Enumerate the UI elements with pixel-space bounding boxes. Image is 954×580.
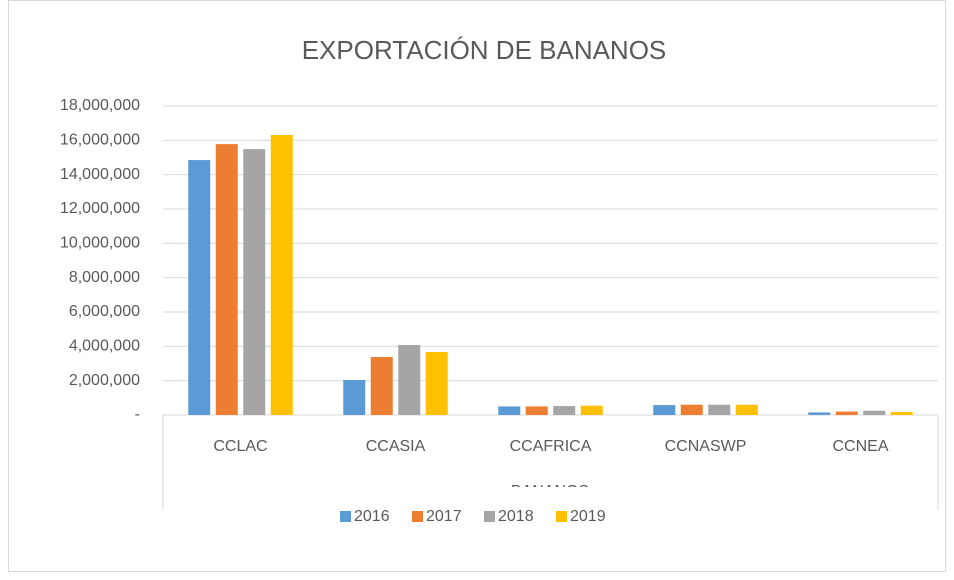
legend-label: 2019: [570, 508, 606, 525]
y-tick-label: 6,000,000: [69, 303, 140, 320]
bar: [708, 404, 731, 415]
legend-label: 2016: [354, 508, 390, 525]
y-tick-label: 8,000,000: [69, 269, 140, 286]
y-tick-label: 16,000,000: [60, 132, 140, 149]
y-tick-label: 10,000,000: [60, 235, 140, 252]
y-tick-label: 18,000,000: [60, 97, 140, 114]
bar: [498, 406, 521, 415]
bar: [525, 406, 548, 415]
legend-swatch: [340, 511, 351, 522]
bar: [215, 144, 238, 416]
x-tick-label: CCNEA: [832, 438, 888, 455]
bar: [653, 405, 676, 415]
x-tick-label: CCLAC: [213, 438, 267, 455]
bar: [270, 135, 293, 416]
y-tick-label: 4,000,000: [69, 338, 140, 355]
y-tick-label: 12,000,000: [60, 200, 140, 217]
bar: [343, 379, 366, 415]
bar: [580, 405, 603, 415]
chart-title: EXPORTACIÓN DE BANANOS: [302, 35, 667, 65]
bar: [370, 356, 393, 415]
bar: [243, 149, 266, 416]
bar: [398, 344, 421, 415]
bar: [188, 160, 211, 415]
legend-label: 2017: [426, 508, 462, 525]
legend-swatch: [412, 511, 423, 522]
bar: [890, 412, 913, 415]
bar: [680, 404, 703, 415]
legend-swatch: [484, 511, 495, 522]
legend-label: 2018: [498, 508, 534, 525]
y-tick-label: -: [135, 406, 140, 423]
chart-border: [8, 0, 946, 572]
x-axis-label: BANANOS: [511, 483, 589, 500]
bar: [863, 410, 886, 415]
x-tick-label: CCASIA: [366, 438, 426, 455]
bar: [835, 411, 858, 415]
legend-swatch: [556, 511, 567, 522]
bar: [425, 351, 448, 415]
bar: [735, 404, 758, 415]
x-tick-label: CCNASWP: [665, 438, 747, 455]
bar: [553, 406, 576, 415]
y-tick-label: 14,000,000: [60, 166, 140, 183]
x-tick-label: CCAFRICA: [510, 438, 592, 455]
bar: [808, 412, 831, 415]
y-tick-label: 2,000,000: [69, 372, 140, 389]
